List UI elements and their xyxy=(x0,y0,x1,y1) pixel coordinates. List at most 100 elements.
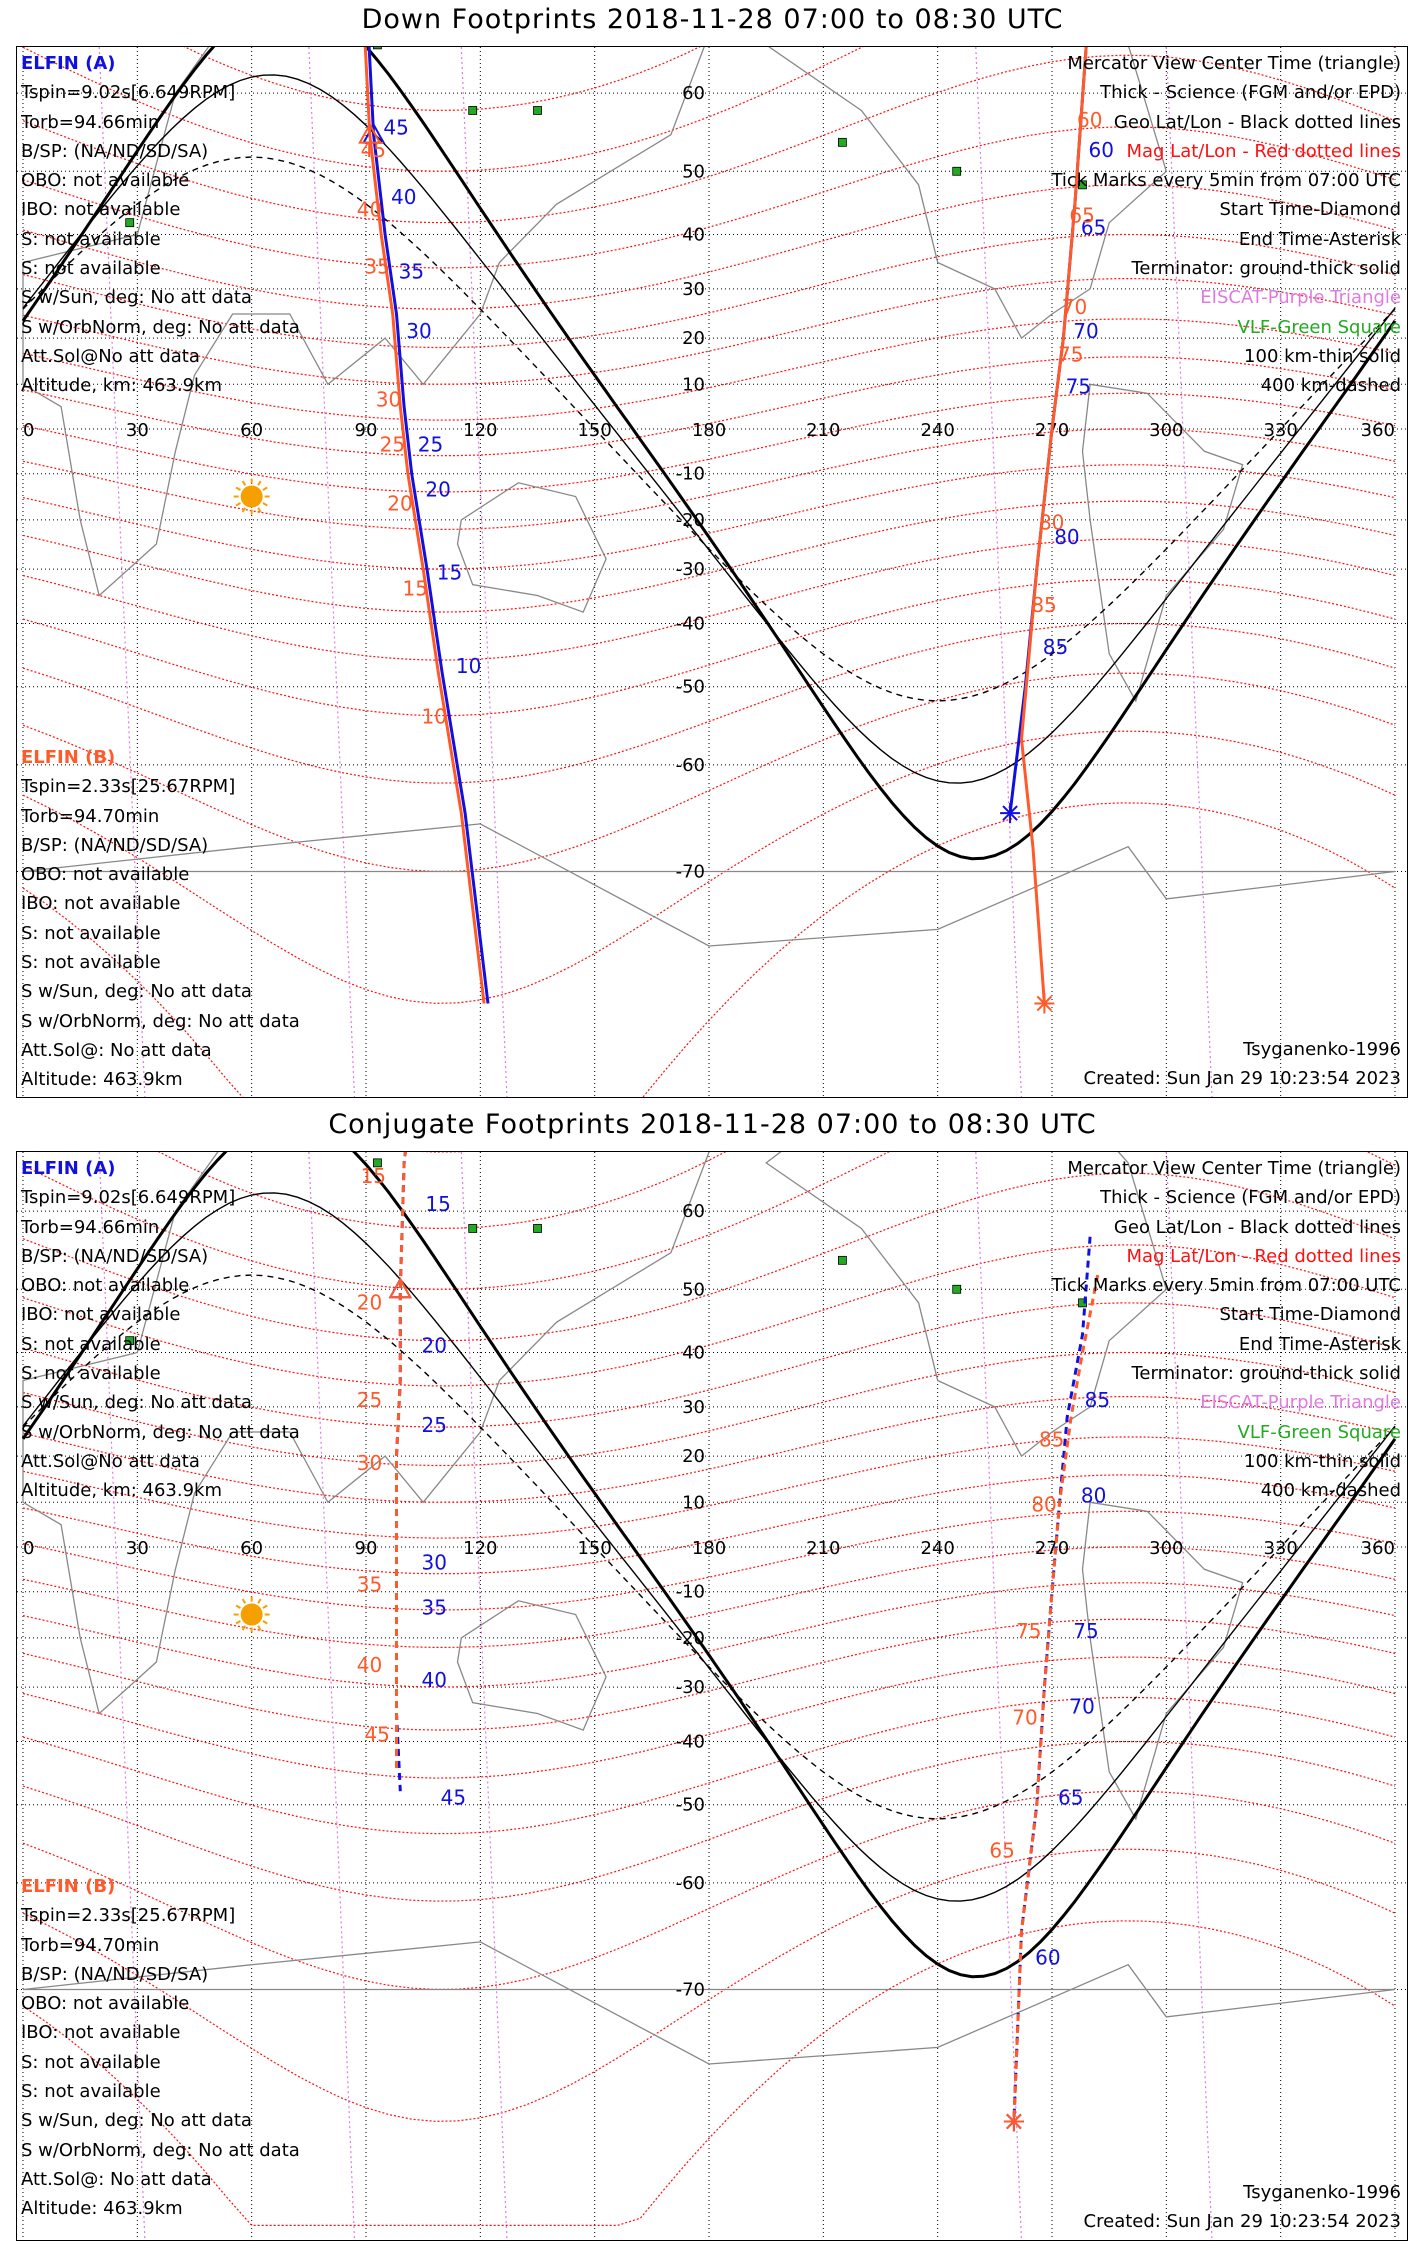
mag-grid-line xyxy=(22,672,1396,873)
track-tick-label: 55 xyxy=(1100,47,1125,50)
track-tick-label: 30 xyxy=(422,1550,447,1574)
x-tick-label: 360 xyxy=(1361,420,1395,441)
sun-ray xyxy=(241,507,247,513)
legend-item: Tick Marks every 5min from 07:00 UTC xyxy=(1051,170,1401,192)
coastline xyxy=(22,1152,710,1715)
y-tick-label: 40 xyxy=(682,224,705,245)
coastline xyxy=(456,482,607,613)
mag-meridian xyxy=(1165,47,1213,1097)
square-icon xyxy=(373,1158,382,1168)
info-line: S w/OrbNorm, deg: No att data xyxy=(21,316,300,338)
mag-meridian xyxy=(975,1152,1023,2240)
track-line xyxy=(1019,47,1088,1004)
track-tick-label: 65 xyxy=(1081,215,1106,239)
panel-conjugate: Conjugate Footprints 2018-11-28 07:00 to… xyxy=(0,1105,1425,2250)
legend-item: 100 km-thin solid xyxy=(1244,1450,1401,1472)
y-tick-label: 20 xyxy=(682,1446,705,1467)
info-line: B/SP: (NA/ND/SD/SA) xyxy=(21,1245,209,1267)
track-tick-label: 65 xyxy=(989,1838,1014,1862)
track-tick-label: 60 xyxy=(1035,1946,1060,1970)
y-tick-label: 10 xyxy=(682,1492,705,1513)
y-tick-label: -50 xyxy=(676,1795,705,1816)
coastline xyxy=(22,823,1396,947)
triangle-icon xyxy=(388,1277,412,1299)
sun-icon xyxy=(240,1603,263,1626)
panel-down: Down Footprints 2018-11-28 07:00 to 08:3… xyxy=(0,0,1425,1100)
terminator-line xyxy=(21,47,1397,861)
mag-grid-line xyxy=(22,126,1396,269)
sun-ray xyxy=(235,1620,241,1625)
x-tick-label: 30 xyxy=(126,420,149,441)
mag-meridian xyxy=(308,47,356,1097)
mag-grid-line xyxy=(22,1920,1396,2226)
square-icon xyxy=(837,137,847,147)
coastline xyxy=(1081,1501,1244,1821)
coastline xyxy=(768,47,1168,340)
info-line: IBO: not available xyxy=(21,2022,181,2044)
y-tick-label: -50 xyxy=(676,677,705,698)
track-tick-label: 35 xyxy=(364,254,389,278)
legend-item: Start Time-Diamond xyxy=(1219,1304,1401,1326)
square-icon xyxy=(1078,180,1087,190)
mag-meridian xyxy=(460,1152,508,2240)
elfin-b-label: ELFIN (B) xyxy=(21,747,116,768)
info-line: Att.Sol@No att data xyxy=(21,1450,200,1472)
track-tick-label: 80 xyxy=(1054,525,1079,549)
y-tick-label: -70 xyxy=(676,862,705,883)
track-tick-label: 30 xyxy=(357,1451,382,1475)
track-tick-label: 10 xyxy=(456,654,481,678)
y-tick-label: 30 xyxy=(682,1397,705,1418)
track-tick-label: 75 xyxy=(1073,1619,1098,1643)
mag-grid-line xyxy=(22,802,1396,1097)
track-tick-label: 80 xyxy=(1039,510,1064,534)
legend-item: Tick Marks every 5min from 07:00 UTC xyxy=(1051,1275,1401,1297)
track-tick-label: 40 xyxy=(357,198,382,222)
track-tick-label: 15 xyxy=(361,1164,386,1188)
mag-grid-line xyxy=(22,392,1396,493)
track-tick-label: 35 xyxy=(357,1573,382,1597)
track-tick-label: 45 xyxy=(383,116,408,140)
mag-grid-line xyxy=(22,1172,1396,1342)
info-line: Torb=94.70min xyxy=(21,1934,160,1956)
track-tick-label: 25 xyxy=(357,1388,382,1412)
footer-right: Tsyganenko-1996 Created: Sun Jan 29 10:2… xyxy=(1084,1035,1401,1093)
legend-item: EISCAT-Purple Triangle xyxy=(1200,287,1401,309)
mag-grid-line xyxy=(22,47,1396,172)
y-tick-label: -30 xyxy=(676,559,705,580)
mag-meridian xyxy=(98,47,146,1097)
track-line xyxy=(395,1152,407,1772)
mag-grid-line xyxy=(22,730,1396,1004)
mag-grid-line xyxy=(22,1848,1396,2122)
mag-meridian xyxy=(1165,1152,1213,2240)
legend-item: 100 km-thin solid xyxy=(1244,345,1401,367)
x-tick-label: 240 xyxy=(920,1538,954,1559)
created-label: Created: Sun Jan 29 10:23:54 2023 xyxy=(1083,1068,1401,1089)
legend-item: End Time-Asterisk xyxy=(1238,1333,1401,1355)
y-tick-label: 40 xyxy=(682,1342,705,1363)
x-tick-label: 360 xyxy=(1361,1538,1395,1559)
x-tick-label: 180 xyxy=(692,420,726,441)
map-area: 0 30 60 90 120 150 180 210 240 270 300 330 360 70 60 50… xyxy=(16,1151,1408,2241)
x-tick-label: 150 xyxy=(577,420,611,441)
legend-item: Mag Lat/Lon - Red dotted lines xyxy=(1126,1245,1401,1267)
info-line: B/SP: (NA/ND/SD/SA) xyxy=(21,140,209,162)
legend-item: End Time-Asterisk xyxy=(1238,228,1401,250)
map-chart: 0 30 60 90 120 150 180 210 240 270 300 330 360 70 60 50… xyxy=(17,1152,1407,2240)
track-tick-label: 60 xyxy=(1088,138,1113,162)
mag-grid-line xyxy=(22,184,1396,310)
asterisk-icon xyxy=(1002,805,1018,821)
y-tick-label: 60 xyxy=(682,83,705,104)
legend-item: Thick - Science (FGM and/or EPD) xyxy=(1100,82,1401,104)
track-tick-label: 15 xyxy=(402,576,427,600)
x-tick-label: 210 xyxy=(806,420,840,441)
info-line: Tspin=9.02s[6.649RPM] xyxy=(21,82,236,104)
legend-item: VLF-Green Square xyxy=(1237,1421,1401,1443)
mag-grid-line xyxy=(22,1302,1396,1428)
info-line: Att.Sol@: No att data xyxy=(21,1039,212,1061)
legend-item: Geo Lat/Lon - Black dotted lines xyxy=(1113,111,1401,133)
elfin-a-info: ELFIN (A) Tspin=9.02s[6.649RPM] Torb=94.… xyxy=(21,1154,300,1506)
mag-grid-line xyxy=(22,1351,1396,1467)
track-tick-label: 20 xyxy=(387,491,412,515)
line-100km xyxy=(22,74,1396,784)
mag-grid-line xyxy=(22,1696,1396,1835)
